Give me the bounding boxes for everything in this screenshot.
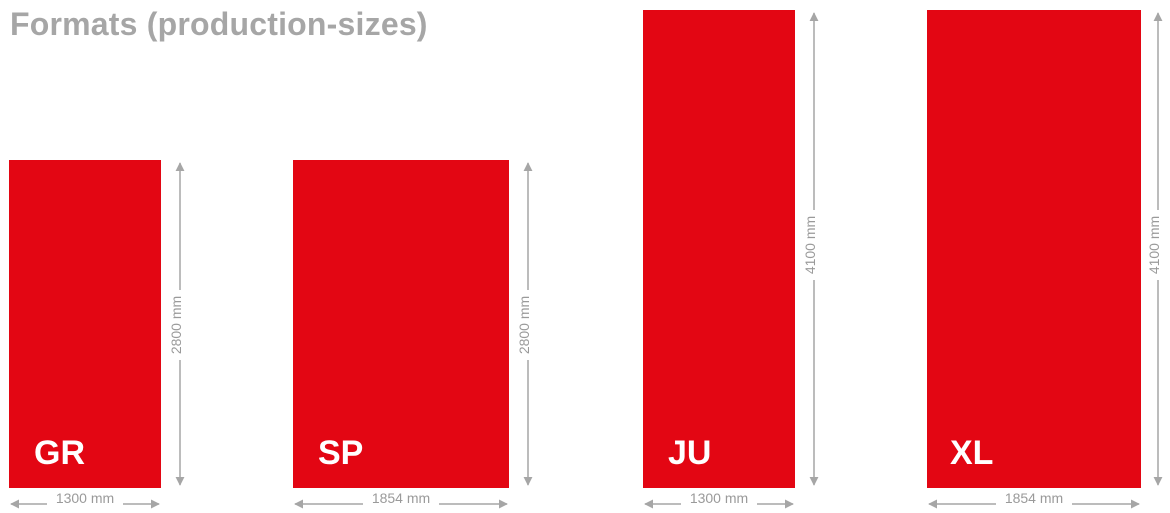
format-xl: XL 4100 mm 1854 mm: [927, 10, 1166, 509]
format-panel: [927, 10, 1141, 488]
width-label: 1300 mm: [56, 490, 114, 506]
page-title: Formats (production-sizes): [10, 6, 428, 42]
height-label: 2800 mm: [168, 296, 184, 354]
format-code-label: GR: [34, 434, 85, 472]
height-label: 2800 mm: [516, 296, 532, 354]
format-ju: JU 4100 mm 1300 mm: [643, 10, 822, 509]
format-panel: [293, 160, 509, 488]
width-label: 1300 mm: [690, 490, 748, 506]
format-gr: GR 2800 mm 1300 mm: [9, 160, 188, 509]
format-panel: [9, 160, 161, 488]
height-label: 4100 mm: [1146, 216, 1162, 274]
format-panel: [643, 10, 795, 488]
format-code-label: XL: [950, 434, 993, 472]
format-code-label: SP: [318, 434, 363, 472]
height-label: 4100 mm: [802, 216, 818, 274]
format-sp: SP 2800 mm 1854 mm: [293, 160, 536, 509]
width-label: 1854 mm: [1005, 490, 1063, 506]
width-label: 1854 mm: [372, 490, 430, 506]
format-code-label: JU: [668, 434, 711, 472]
